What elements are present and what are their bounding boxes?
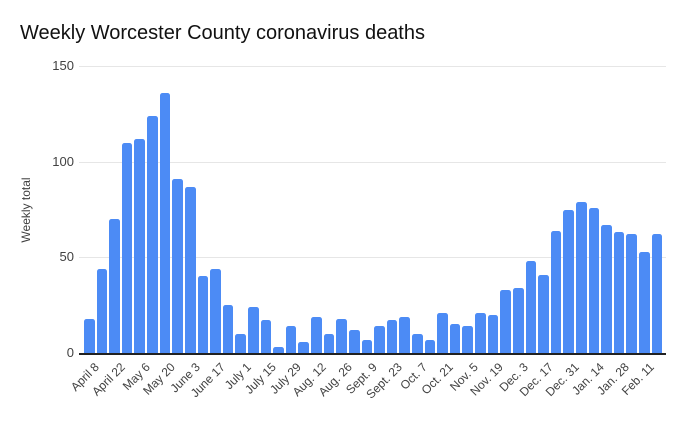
bar [576,201,587,353]
bar [197,276,209,353]
bar [525,261,537,353]
bar [550,230,562,353]
bar [96,268,108,353]
bar [462,326,474,353]
bar [412,333,423,353]
y-tick-label: 150 [52,58,74,73]
bar [323,333,335,353]
bar [613,232,625,353]
bar [424,339,436,353]
bar [109,219,120,353]
bar [475,312,486,353]
bar [386,320,398,353]
bar [399,316,410,353]
bar [639,251,650,353]
bar [260,320,272,353]
bar [449,324,461,353]
bar [487,314,499,353]
bar [134,138,146,353]
bar [235,333,246,353]
bar [348,330,360,353]
gridline [79,257,666,259]
bar [538,274,549,353]
bar [626,234,638,353]
bar [311,316,322,353]
y-tick-label: 50 [59,249,74,265]
bar [563,209,574,353]
bar [147,115,158,353]
bar [184,186,196,353]
y-tick-label: 0 [66,345,74,360]
bar [121,142,133,353]
bar [361,339,373,353]
gridline [79,161,666,163]
bar [601,224,612,353]
bar [588,207,600,353]
bar [298,341,310,353]
bar [651,234,663,353]
bar [512,287,524,353]
plot-area [79,66,666,355]
bar [285,326,297,353]
bar [84,318,95,353]
bar [336,318,347,353]
bar [374,326,385,353]
bar [172,178,183,353]
gridline [79,66,666,67]
bar [248,307,259,353]
bar [210,268,221,353]
y-axis-title: Weekly total [19,177,33,243]
bar [437,312,448,353]
chart-title: Weekly Worcester County coronavirus deat… [20,22,425,44]
bar [500,289,511,353]
bar [159,92,171,353]
y-tick-label: 100 [52,153,74,169]
bar [222,305,234,353]
bar [273,347,284,353]
